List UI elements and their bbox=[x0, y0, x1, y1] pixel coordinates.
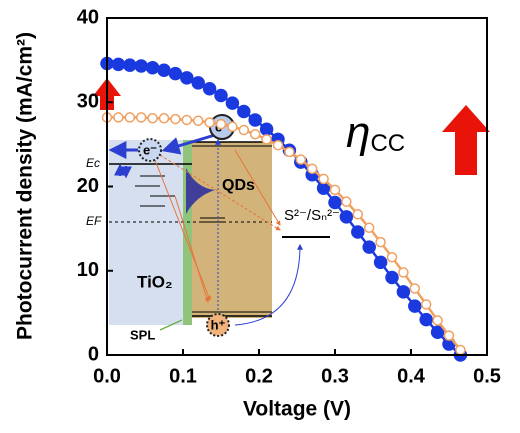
annotation: ηCC bbox=[346, 108, 405, 158]
x-axis-label: Voltage (V) bbox=[243, 398, 351, 421]
data-point bbox=[328, 195, 342, 210]
data-point bbox=[134, 59, 148, 73]
data-point bbox=[168, 66, 183, 81]
annotation: η bbox=[346, 108, 370, 157]
data-point bbox=[248, 113, 262, 127]
data-point bbox=[170, 113, 181, 125]
data-point bbox=[386, 252, 398, 263]
annotation: S²⁻/Sₙ²⁻ bbox=[284, 207, 340, 224]
annotation: TiO₂ bbox=[137, 272, 173, 291]
qd-block bbox=[192, 142, 272, 318]
data-point bbox=[420, 299, 432, 310]
data-point bbox=[408, 299, 422, 313]
data-point bbox=[261, 134, 272, 145]
data-point bbox=[135, 112, 147, 123]
x-tick-label: 0.1 bbox=[169, 365, 197, 387]
annotation: CC bbox=[370, 130, 405, 157]
data-point bbox=[124, 112, 136, 123]
data-point bbox=[430, 325, 445, 340]
spl-layer bbox=[183, 140, 192, 325]
x-tick-label: 0.5 bbox=[473, 365, 501, 387]
y-axis-label: Photocurrent density (mA/cm²) bbox=[14, 32, 37, 340]
y-tick-label: 30 bbox=[77, 91, 99, 113]
annotation: QDs bbox=[222, 177, 255, 194]
y-tick-label: 10 bbox=[77, 259, 99, 281]
data-point bbox=[318, 173, 329, 185]
data-point bbox=[396, 285, 411, 299]
data-point bbox=[432, 315, 443, 326]
data-point bbox=[259, 122, 274, 136]
data-point bbox=[375, 236, 386, 248]
data-point bbox=[123, 58, 137, 72]
y-tick-label: 40 bbox=[77, 6, 99, 28]
annotation: EF bbox=[86, 214, 102, 228]
data-point bbox=[351, 225, 365, 239]
plot bbox=[100, 56, 468, 362]
data-point bbox=[419, 312, 433, 327]
data-point bbox=[284, 146, 295, 158]
data-point bbox=[352, 209, 364, 220]
x-tick-label: 0.2 bbox=[245, 365, 273, 387]
x-tick-label: 0.0 bbox=[93, 365, 121, 387]
data-point bbox=[385, 270, 399, 285]
data-point bbox=[373, 255, 388, 270]
data-point bbox=[329, 184, 341, 196]
data-point bbox=[192, 115, 204, 127]
data-point bbox=[237, 104, 251, 119]
data-point bbox=[191, 76, 205, 90]
data-point bbox=[225, 96, 240, 110]
y-tick-label: 20 bbox=[77, 175, 99, 197]
data-point bbox=[111, 57, 126, 72]
data-point bbox=[409, 283, 421, 294]
data-point bbox=[113, 112, 124, 123]
data-point bbox=[272, 139, 284, 151]
data-point bbox=[214, 88, 228, 103]
annotation: h⁺ bbox=[211, 317, 226, 332]
data-point bbox=[443, 330, 455, 341]
data-point bbox=[181, 114, 193, 126]
data-point bbox=[158, 113, 170, 124]
x-tick-label: 0.3 bbox=[321, 365, 349, 387]
annotation: e⁻ bbox=[143, 142, 157, 157]
data-point bbox=[147, 113, 158, 124]
data-point bbox=[306, 163, 318, 175]
data-point bbox=[215, 118, 227, 130]
data-point bbox=[157, 63, 171, 77]
y-tick-label: 0 bbox=[88, 343, 99, 365]
x-tick-label: 0.4 bbox=[397, 365, 426, 387]
data-point bbox=[341, 196, 352, 207]
data-point bbox=[398, 267, 409, 278]
annotation: Ec bbox=[86, 156, 100, 170]
data-point bbox=[249, 129, 261, 140]
data-point bbox=[362, 240, 376, 254]
data-point bbox=[238, 124, 250, 136]
data-point bbox=[180, 71, 194, 85]
data-point bbox=[363, 222, 375, 234]
data-point bbox=[145, 60, 160, 75]
data-point bbox=[204, 117, 215, 128]
data-point bbox=[295, 154, 307, 165]
data-point bbox=[455, 344, 466, 356]
data-point bbox=[202, 82, 217, 96]
annotation: SPL bbox=[130, 327, 155, 342]
data-point bbox=[227, 121, 238, 132]
data-point bbox=[339, 210, 354, 224]
